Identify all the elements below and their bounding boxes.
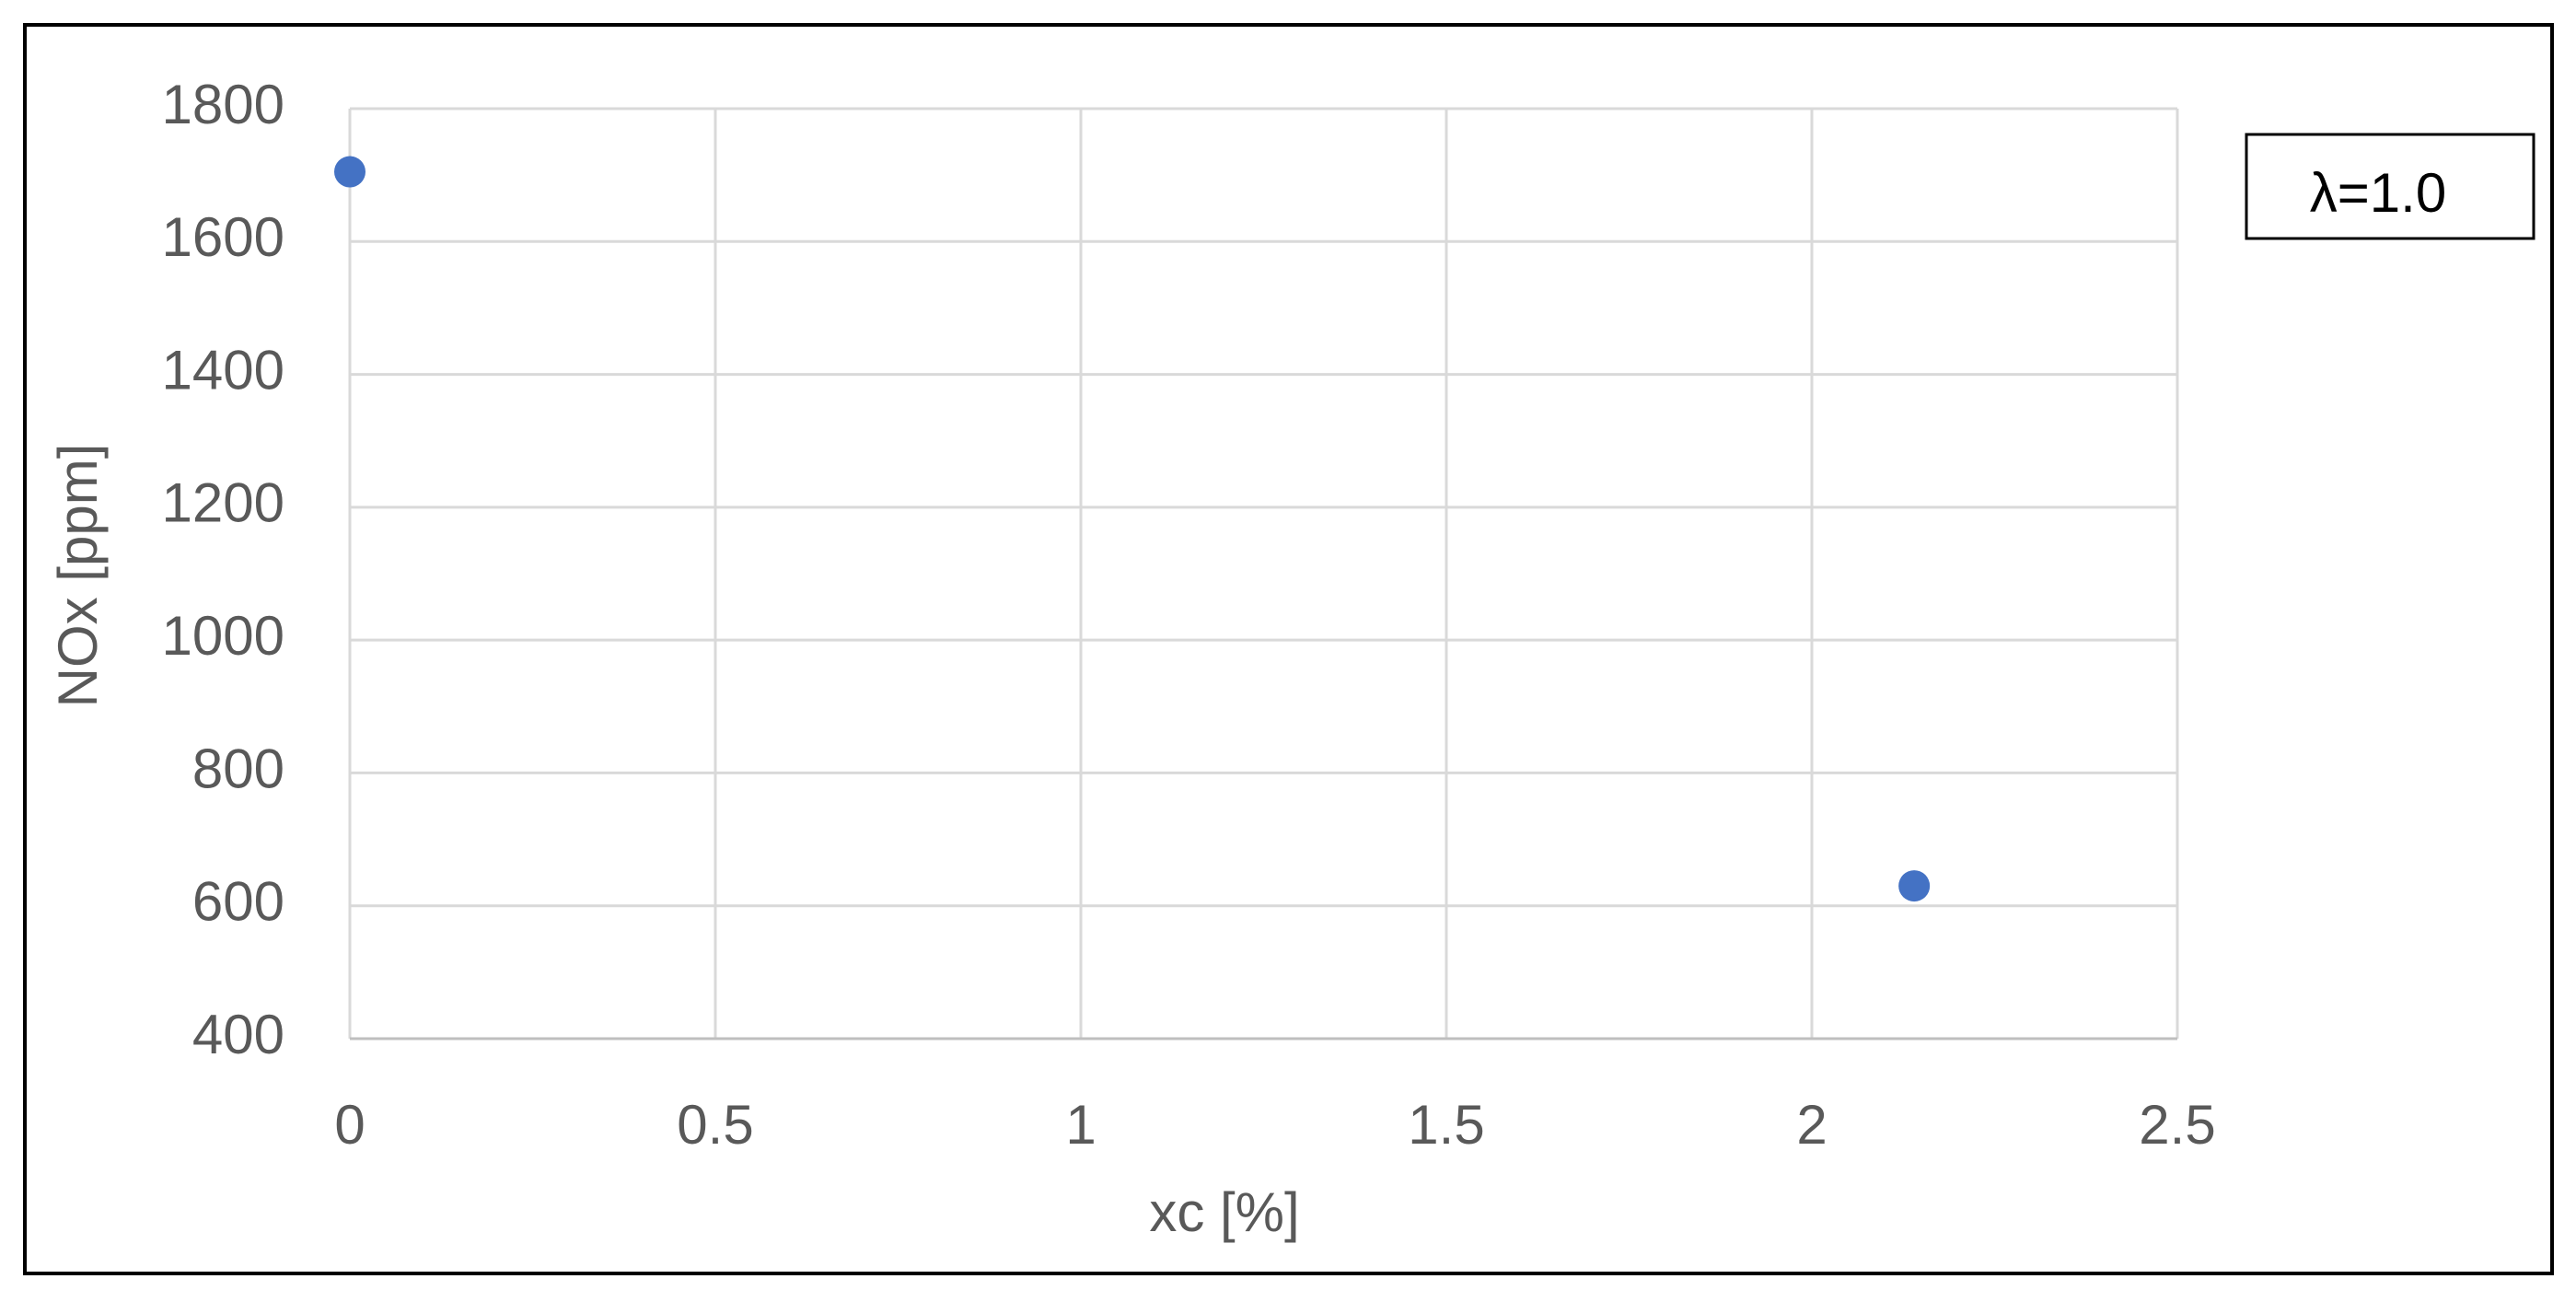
annotation: λ=1.0 [2310,162,2446,224]
x-tick-label: 1.5 [1408,1094,1484,1156]
y-axis-label: NOx [ppm] [47,444,109,708]
y-tick-label: 800 [192,738,284,799]
x-tick-label: 0.5 [677,1094,753,1156]
chart-border [23,23,2554,1275]
y-tick-label: 1400 [162,339,284,401]
data-point [334,156,366,188]
y-tick-label: 1000 [162,605,284,667]
y-tick-label: 400 [192,1004,284,1065]
x-tick-label: 2 [1796,1094,1827,1156]
x-tick-label: 1 [1065,1094,1096,1156]
y-tick-label: 1800 [162,74,284,135]
x-tick-label: 0 [334,1094,365,1156]
x-axis-label: xc [%] [1149,1181,1299,1243]
y-tick-label: 1200 [162,472,284,534]
y-tick-label: 1600 [162,206,284,268]
data-point [1898,870,1931,902]
x-tick-label: 2.5 [2139,1094,2215,1156]
y-tick-label: 600 [192,871,284,933]
annotation-box [2245,133,2535,240]
